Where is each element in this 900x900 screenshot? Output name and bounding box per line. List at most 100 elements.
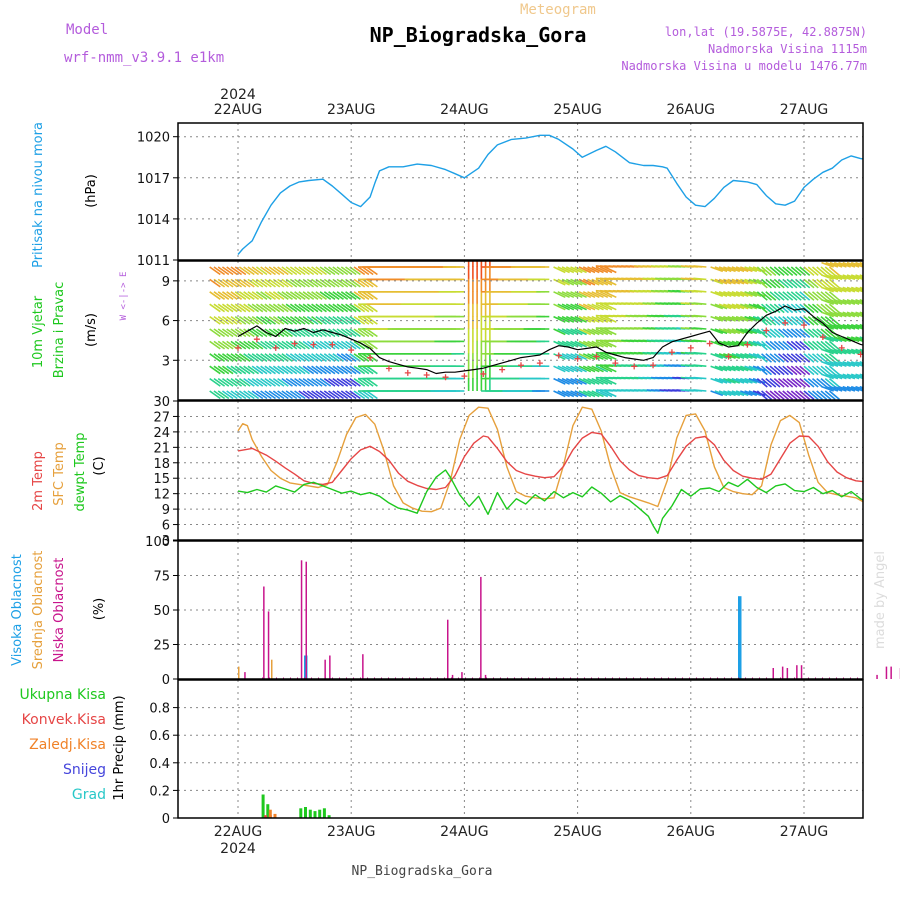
wind-barb — [209, 278, 221, 288]
gust-marker — [536, 360, 543, 367]
precip-series-0 — [261, 794, 331, 818]
wind-barb — [340, 278, 353, 288]
wind-barb — [821, 299, 834, 305]
wind-barb — [332, 377, 344, 387]
cloud-bar — [451, 674, 454, 679]
wind-barb — [825, 286, 839, 293]
wind-barb — [323, 291, 336, 300]
wind-barb — [748, 377, 762, 384]
wind-barb — [821, 261, 834, 268]
wind-barb — [565, 278, 579, 286]
wind-barb — [251, 328, 264, 338]
wind-barb — [264, 390, 276, 400]
wind-barb — [820, 291, 832, 301]
wind-barb — [306, 365, 319, 375]
wind-barb — [846, 261, 860, 268]
wind-barb — [735, 266, 749, 273]
wind-barb — [353, 278, 366, 288]
wind-barb — [723, 365, 736, 372]
wind-barb — [799, 278, 811, 289]
wind-barb — [778, 353, 790, 363]
wind-barb — [807, 365, 819, 376]
wind-barb — [319, 365, 332, 375]
wind-barb — [582, 291, 596, 299]
wind-barb — [366, 291, 378, 300]
tick-label-y: 75 — [153, 570, 170, 585]
wind-barb — [230, 303, 243, 313]
wind-barb — [557, 353, 570, 361]
wind-barb — [289, 315, 302, 325]
station-altitude: Nadmorska Visina 1115m — [708, 42, 867, 56]
wind-barb — [332, 303, 344, 313]
wind-barb — [277, 377, 289, 387]
gust-marker — [367, 354, 374, 361]
wind-barb — [727, 365, 741, 372]
wind-barb — [714, 390, 728, 397]
wind-barb — [765, 353, 777, 363]
wind-barb — [790, 377, 802, 388]
gust-marker — [272, 344, 279, 351]
wind-barb — [570, 266, 583, 274]
wind-barb — [773, 303, 785, 314]
wind-barb — [302, 365, 315, 375]
cloud-unit: (%) — [92, 598, 107, 621]
precip-label-conv: Konvek.Kisa — [22, 712, 106, 728]
wind-barb — [306, 291, 319, 300]
wind-barb — [850, 348, 863, 355]
precip-bar — [322, 808, 326, 818]
wind-barb — [294, 278, 306, 288]
wind-barb — [349, 365, 361, 375]
panel-frame-3 — [177, 540, 864, 680]
wind-barb — [234, 377, 247, 387]
wind-barb — [557, 303, 570, 311]
wind-barb — [825, 336, 839, 343]
tick-label-y: 1011 — [137, 254, 170, 269]
wind-barb — [221, 377, 234, 387]
wind-barb — [277, 340, 289, 350]
wind-barb — [765, 377, 777, 388]
wind-barb — [740, 328, 753, 335]
wind-barb — [833, 261, 847, 268]
wind-barb — [260, 303, 272, 313]
wind-barb — [744, 390, 758, 397]
wind-barb — [336, 328, 349, 338]
wind-barb — [268, 390, 281, 400]
wind-barb — [251, 390, 264, 400]
wind-barb — [803, 278, 815, 289]
wind-barb — [353, 291, 366, 300]
wind-barb — [574, 353, 587, 361]
wind-barb — [773, 390, 785, 400]
wind-barb — [595, 278, 609, 286]
wind-barb — [311, 328, 323, 338]
wind-barb — [740, 315, 753, 322]
wind-barb — [807, 377, 819, 388]
wind-barb — [306, 315, 319, 325]
wind-barb — [353, 303, 366, 313]
wind-barb — [773, 353, 785, 363]
wind-barb — [859, 373, 863, 377]
wind-barb — [561, 390, 575, 398]
wind-barb — [824, 365, 836, 376]
wind-barb — [761, 340, 773, 351]
wind-barb — [217, 340, 230, 350]
wind-barb — [769, 278, 781, 289]
wind-barb — [718, 365, 732, 372]
wind-barb — [846, 274, 860, 281]
wind-barb — [748, 303, 762, 310]
wind-barb — [570, 365, 583, 373]
wind-barb — [243, 390, 255, 400]
coordinates: lon,lat (19.5875E, 42.8875N) — [665, 25, 867, 39]
wind-barb — [311, 278, 323, 288]
wind-barb — [247, 303, 260, 313]
wind-barb — [710, 353, 724, 359]
wind-barb — [264, 278, 276, 288]
wind-barb — [557, 390, 570, 398]
wind-barb — [345, 266, 357, 276]
wind-barb — [561, 315, 575, 323]
precip-bar — [327, 815, 331, 818]
wind-barb — [565, 291, 579, 299]
wind-barb — [268, 353, 281, 362]
wind-barb — [842, 373, 856, 380]
wind-barb — [778, 328, 790, 339]
tick-label-y: 9 — [162, 503, 170, 518]
